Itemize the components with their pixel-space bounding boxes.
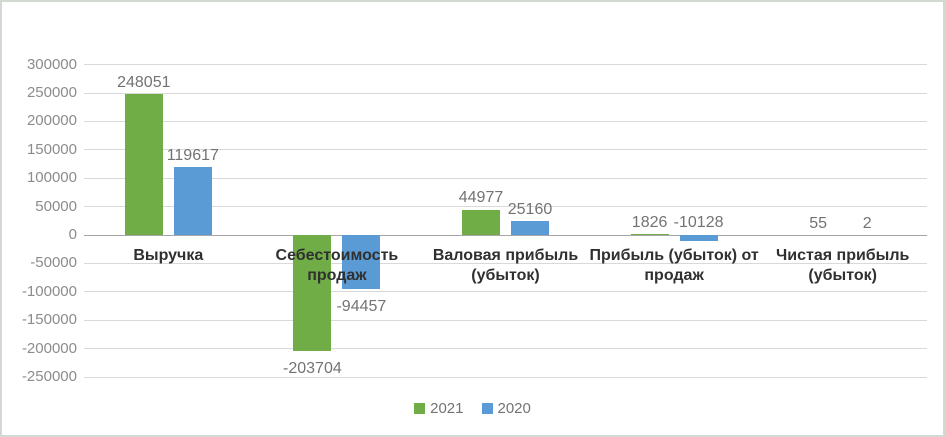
gridline (84, 120, 927, 122)
zero-axis-line (84, 234, 927, 236)
gridline (84, 376, 927, 378)
category-label: Прибыль (убыток) от продаж (589, 247, 759, 284)
y-tick-label: -150000 (21, 311, 77, 329)
data-label: 25160 (507, 200, 553, 218)
data-label: -203704 (283, 359, 342, 377)
category-label: Выручка (133, 247, 204, 264)
data-label: 44977 (458, 189, 504, 207)
gridline (84, 291, 927, 293)
legend-item-2021: 2021 (414, 400, 464, 417)
bar-2021 (293, 235, 332, 351)
data-label: -94457 (336, 297, 387, 315)
data-label: 248051 (117, 74, 171, 92)
bar-2020 (342, 235, 381, 289)
category-label: Чистая прибыль (убыток) (776, 247, 910, 284)
y-tick-label: -250000 (21, 368, 77, 385)
y-tick-label: 200000 (26, 112, 77, 130)
data-label: 1826 (631, 213, 668, 231)
y-tick-label: 250000 (26, 84, 77, 101)
y-tick-label: -100000 (21, 282, 77, 300)
gridline (84, 64, 927, 66)
bar-2021 (462, 209, 500, 235)
gridline (84, 319, 927, 321)
gridline (84, 206, 927, 208)
data-label: -10128 (673, 214, 724, 231)
y-tick-label: 0 (68, 226, 77, 243)
data-label: 119617 (166, 147, 219, 165)
category-label: Себестоимость продаж (275, 247, 399, 284)
y-tick-label: 150000 (26, 140, 77, 158)
y-tick-label: 300000 (26, 55, 77, 73)
y-tick-label: 100000 (26, 169, 77, 187)
gridline (84, 149, 927, 151)
bar-2021 (630, 234, 669, 235)
gridline (84, 177, 927, 179)
bar-2020 (679, 235, 718, 241)
gridline (84, 348, 927, 350)
data-label: 55 (809, 214, 828, 232)
y-tick-label: -200000 (21, 339, 77, 357)
legend-label-2020: 2020 (497, 400, 531, 417)
legend: 2021 2020 (2, 400, 943, 417)
gridline (84, 92, 927, 94)
legend-label-2021: 2021 (430, 400, 464, 417)
y-tick-label: 50000 (35, 197, 77, 215)
legend-swatch-2021-icon (414, 403, 426, 414)
bar-2021 (124, 94, 163, 235)
gridline (84, 262, 927, 264)
bar-2020 (511, 220, 549, 235)
y-tick-label: -50000 (30, 254, 77, 272)
bar-2020 (173, 167, 212, 235)
category-label: Валовая прибыль (убыток) (432, 247, 579, 284)
legend-item-2020: 2020 (481, 400, 531, 417)
data-label: 2 (862, 214, 872, 232)
legend-swatch-2020-icon (481, 403, 493, 414)
